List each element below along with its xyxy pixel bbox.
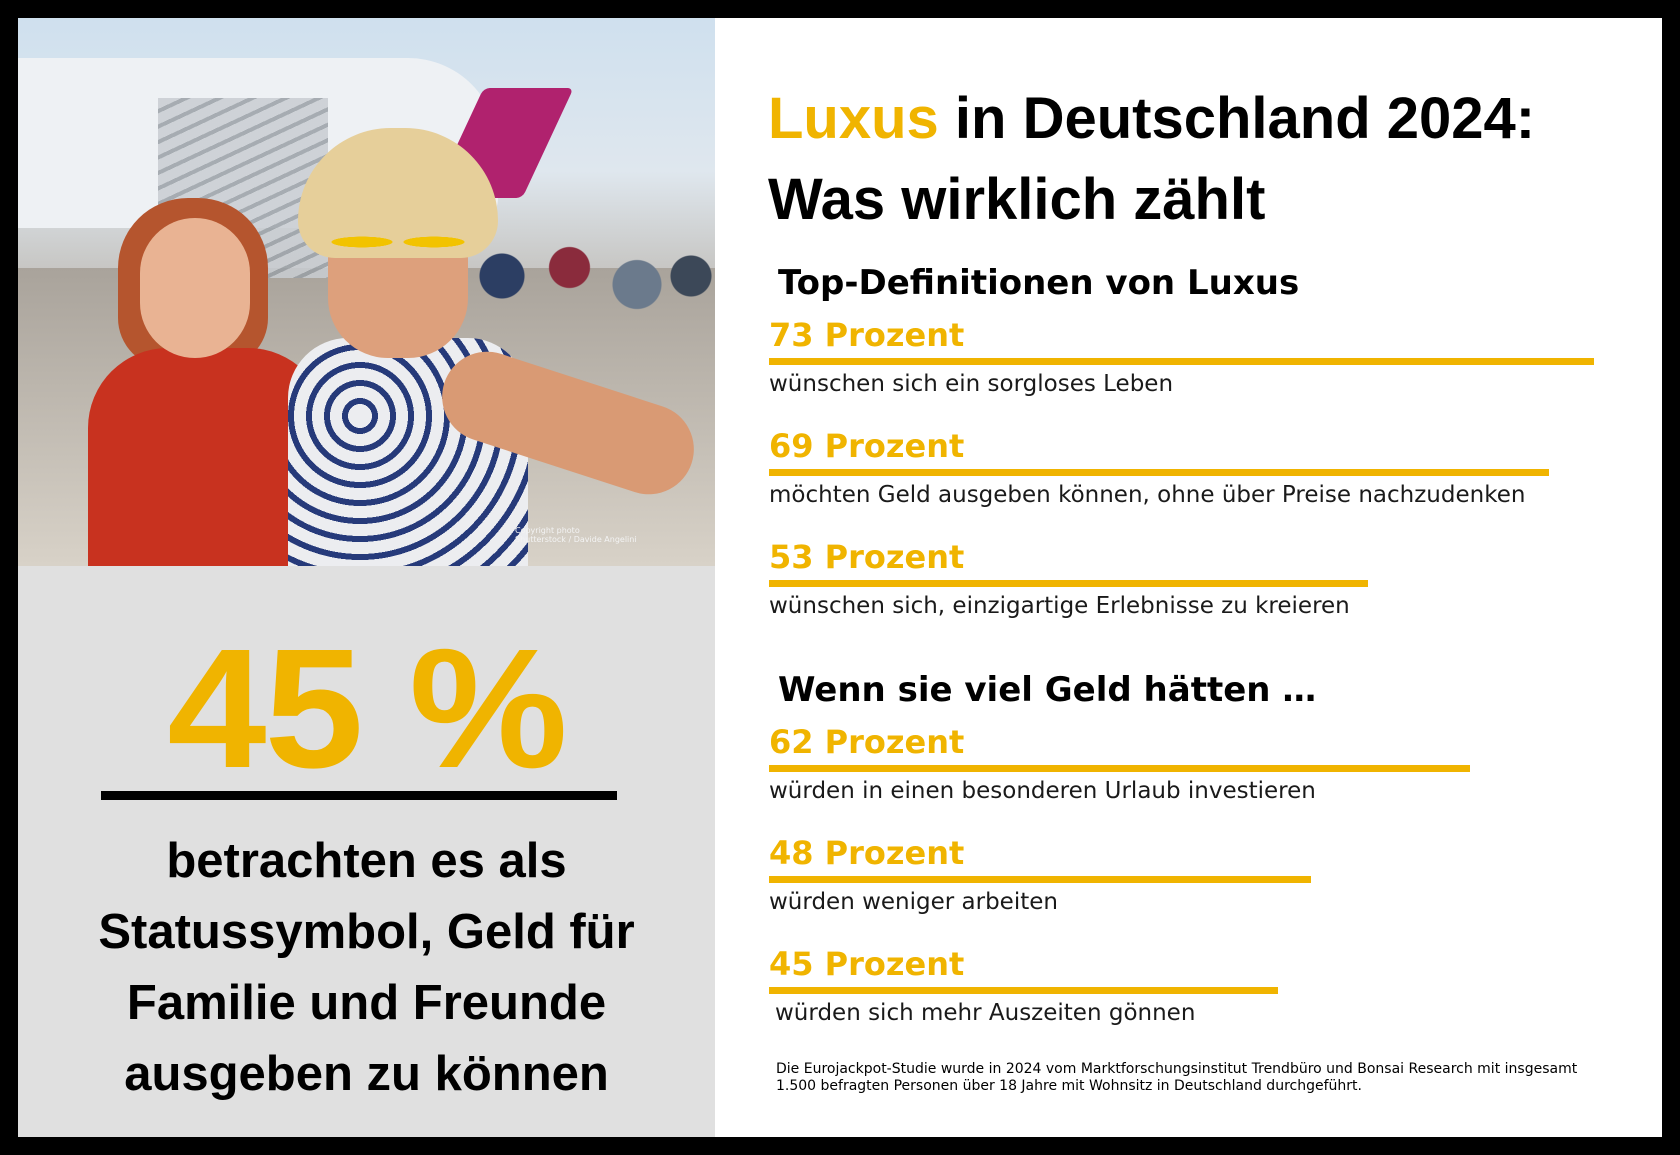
stat-description: möchten Geld ausgeben können, ohne über … (769, 482, 1526, 508)
photo-credit: Copyright photo Shutterstock / Davide An… (515, 526, 637, 544)
stat-percent: 45 Prozent (769, 945, 965, 983)
stat-bar (769, 876, 1311, 883)
stat-row: 69 Prozent möchten Geld ausgeben können,… (769, 427, 1629, 510)
highlight-panel: 45 % betrachten es als Statussymbol, Gel… (18, 566, 715, 1137)
section-title-definitions: Top-Definitionen von Luxus (778, 263, 1300, 303)
stat-bar (769, 987, 1278, 994)
stat-percent: 69 Prozent (769, 427, 965, 465)
stat-row: 73 Prozent wünschen sich ein sorgloses L… (769, 316, 1629, 399)
travel-photo: Copyright photo Shutterstock / Davide An… (18, 18, 715, 566)
stat-row: 48 Prozent würden weniger arbeiten (769, 834, 1629, 917)
man-figure (288, 128, 708, 566)
stat-bar (769, 765, 1470, 772)
divider (101, 791, 617, 800)
stat-description: würden in einen besonderen Urlaub invest… (769, 778, 1316, 804)
section-title-money: Wenn sie viel Geld hätten … (778, 670, 1317, 710)
stat-row: 53 Prozent wünschen sich, einzigartige E… (769, 538, 1629, 621)
stat-bar (769, 580, 1368, 587)
stat-percent: 62 Prozent (769, 723, 965, 761)
highlight-value: 45 % (167, 614, 568, 804)
stat-bar (769, 358, 1594, 365)
stat-description: würden sich mehr Auszeiten gönnen (775, 1000, 1196, 1026)
stat-percent: 73 Prozent (769, 316, 965, 354)
stat-percent: 53 Prozent (769, 538, 965, 576)
stat-row: 62 Prozent würden in einen besonderen Ur… (769, 723, 1629, 806)
highlight-caption: betrachten es als Statussymbol, Geld für… (98, 834, 635, 1101)
page-title: Luxus in Deutschland 2024: Was wirklich … (768, 86, 1536, 232)
stat-bar (769, 469, 1549, 476)
stat-description: würden weniger arbeiten (769, 889, 1058, 915)
stat-description: wünschen sich ein sorgloses Leben (769, 371, 1174, 397)
infographic: Copyright photo Shutterstock / Davide An… (18, 18, 1662, 1137)
stat-row: 45 Prozent würden sich mehr Auszeiten gö… (769, 945, 1629, 1028)
stat-description: wünschen sich, einzigartige Erlebnisse z… (769, 593, 1350, 619)
study-footnote: Die Eurojackpot-Studie wurde in 2024 vom… (776, 1061, 1578, 1094)
stat-percent: 48 Prozent (769, 834, 965, 872)
